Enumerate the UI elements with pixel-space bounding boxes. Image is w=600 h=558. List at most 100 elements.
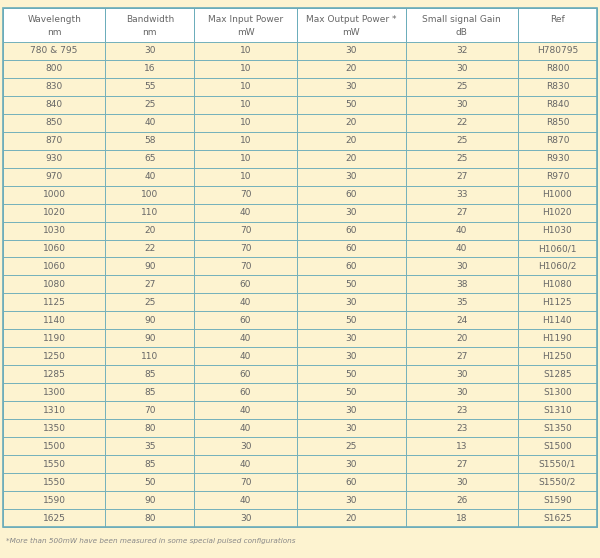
Bar [3, 95, 106, 114]
Text: 1550: 1550 [43, 478, 65, 487]
Text: 35: 35 [456, 298, 467, 307]
Text: 30: 30 [346, 46, 357, 55]
Text: 30: 30 [456, 388, 467, 397]
Text: 10: 10 [240, 100, 251, 109]
Bar [518, 78, 597, 95]
Bar [518, 294, 597, 311]
Bar [106, 114, 194, 132]
Bar [106, 276, 194, 294]
Text: 830: 830 [46, 82, 63, 91]
Bar [194, 132, 296, 150]
Bar [106, 95, 194, 114]
Text: 40: 40 [240, 496, 251, 505]
Bar [296, 42, 406, 60]
Text: H1020: H1020 [542, 208, 572, 217]
Text: R970: R970 [545, 172, 569, 181]
Bar [296, 509, 406, 527]
Text: 30: 30 [456, 262, 467, 271]
Text: nm: nm [47, 28, 61, 37]
Text: 30: 30 [456, 478, 467, 487]
Bar [106, 132, 194, 150]
Bar [518, 383, 597, 401]
Text: 20: 20 [456, 334, 467, 343]
Text: 90: 90 [144, 262, 155, 271]
Text: 30: 30 [346, 82, 357, 91]
Text: 30: 30 [346, 352, 357, 361]
Bar [406, 8, 518, 42]
Text: 60: 60 [346, 226, 357, 235]
Bar [406, 455, 518, 473]
Text: 25: 25 [456, 82, 467, 91]
Text: 800: 800 [46, 64, 63, 73]
Bar [3, 8, 106, 42]
Bar [296, 60, 406, 78]
Bar [106, 186, 194, 204]
Text: R800: R800 [545, 64, 569, 73]
Bar [3, 294, 106, 311]
Text: 60: 60 [346, 262, 357, 271]
Bar [194, 222, 296, 239]
Text: Small signal Gain: Small signal Gain [422, 15, 501, 23]
Text: 30: 30 [346, 334, 357, 343]
Bar [296, 204, 406, 222]
Bar [106, 365, 194, 383]
Text: 80: 80 [144, 424, 155, 433]
Bar [296, 311, 406, 329]
Text: S1550/1: S1550/1 [539, 460, 576, 469]
Text: 70: 70 [240, 478, 251, 487]
Bar [406, 78, 518, 95]
Bar [406, 329, 518, 348]
Text: 65: 65 [144, 154, 155, 163]
Bar [296, 132, 406, 150]
Bar [194, 186, 296, 204]
Bar [3, 329, 106, 348]
Text: 1030: 1030 [43, 226, 65, 235]
Bar [194, 204, 296, 222]
Text: 30: 30 [456, 64, 467, 73]
Text: 1190: 1190 [43, 334, 65, 343]
Bar [106, 257, 194, 276]
Text: 13: 13 [456, 442, 467, 451]
Text: R830: R830 [545, 82, 569, 91]
Bar [296, 401, 406, 420]
Bar [406, 222, 518, 239]
Bar [106, 60, 194, 78]
Text: 20: 20 [346, 154, 357, 163]
Text: 50: 50 [346, 316, 357, 325]
Bar [106, 8, 194, 42]
Bar [518, 276, 597, 294]
Text: mW: mW [343, 28, 360, 37]
Bar [3, 114, 106, 132]
Bar [406, 239, 518, 257]
Bar [3, 257, 106, 276]
Bar [106, 42, 194, 60]
Text: 30: 30 [346, 460, 357, 469]
Text: 30: 30 [346, 424, 357, 433]
Text: 30: 30 [240, 514, 251, 523]
Bar [106, 204, 194, 222]
Bar [518, 509, 597, 527]
Bar [106, 78, 194, 95]
Text: R870: R870 [545, 136, 569, 145]
Bar [296, 167, 406, 186]
Bar [296, 8, 406, 42]
Bar [106, 401, 194, 420]
Bar [296, 114, 406, 132]
Bar [3, 365, 106, 383]
Text: dB: dB [456, 28, 467, 37]
Text: 22: 22 [144, 244, 155, 253]
Text: 840: 840 [46, 100, 63, 109]
Bar [3, 150, 106, 167]
Text: 30: 30 [346, 406, 357, 415]
Text: 110: 110 [141, 352, 158, 361]
Text: 30: 30 [456, 370, 467, 379]
Bar [518, 95, 597, 114]
Text: 25: 25 [456, 136, 467, 145]
Bar [518, 492, 597, 509]
Text: 80: 80 [144, 514, 155, 523]
Text: 50: 50 [346, 370, 357, 379]
Bar [518, 311, 597, 329]
Text: 70: 70 [240, 244, 251, 253]
Bar [106, 437, 194, 455]
Bar [296, 78, 406, 95]
